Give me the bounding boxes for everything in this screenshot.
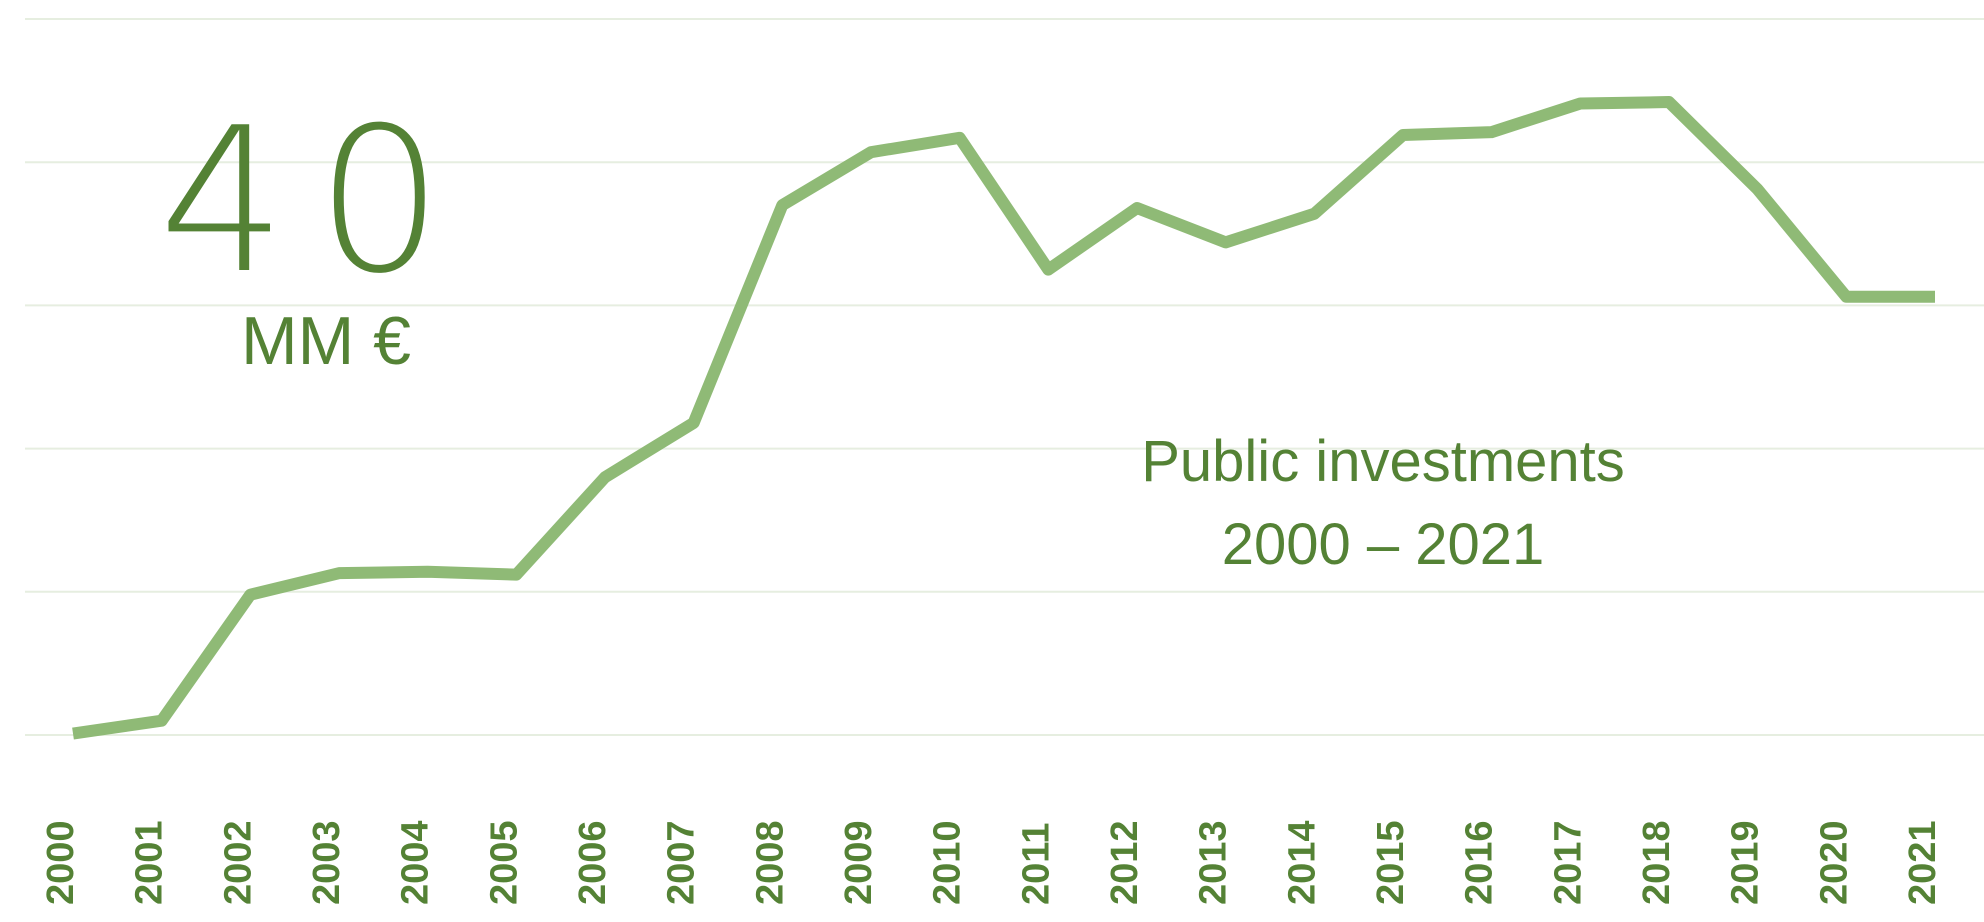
x-tick-label: 2015	[1370, 820, 1412, 905]
data-line	[72, 96, 1935, 740]
x-tick-label: 2013	[1193, 820, 1235, 905]
x-tick-label: 2008	[749, 820, 791, 905]
x-tick-label: 2004	[395, 820, 437, 905]
x-tick-label: 2009	[838, 820, 880, 905]
headline-unit: MM €	[241, 303, 411, 379]
x-tick-label: 2005	[483, 820, 525, 905]
x-tick-label: 2001	[129, 820, 171, 905]
x-tick-label: 2003	[306, 820, 348, 905]
x-tick-label: 2021	[1902, 820, 1944, 905]
x-tick-label: 2012	[1104, 820, 1146, 905]
x-tick-label: 2002	[217, 820, 259, 905]
annotation-line: 2000 – 2021	[1222, 512, 1545, 577]
x-tick-label: 2020	[1813, 820, 1855, 905]
x-tick-label: 2017	[1547, 820, 1589, 905]
x-tick-label: 2014	[1281, 820, 1323, 905]
headline: 40	[159, 85, 474, 318]
x-tick-label: 2019	[1725, 820, 1767, 905]
annotation-line: Public investments	[1141, 429, 1625, 494]
x-tick-label: 2011	[1015, 823, 1057, 905]
x-tick-label: 2016	[1459, 820, 1501, 905]
x-tick-label: 2007	[661, 820, 703, 905]
x-tick-label: 2018	[1636, 820, 1678, 905]
x-tick-label: 2006	[572, 820, 614, 905]
x-tick-label: 2000	[40, 820, 82, 905]
x-tick-label: 2010	[927, 820, 969, 905]
